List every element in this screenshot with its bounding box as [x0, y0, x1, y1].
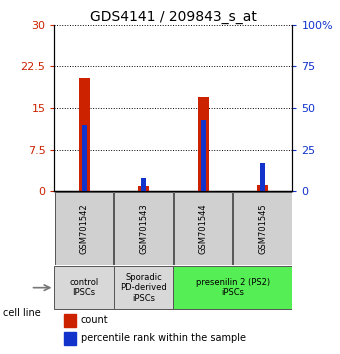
Bar — [141, 178, 146, 192]
Text: GSM701545: GSM701545 — [258, 203, 267, 254]
Bar — [82, 125, 86, 192]
Text: GSM701543: GSM701543 — [139, 203, 148, 254]
Text: presenilin 2 (PS2)
iPSCs: presenilin 2 (PS2) iPSCs — [196, 278, 270, 297]
Title: GDS4141 / 209843_s_at: GDS4141 / 209843_s_at — [90, 10, 257, 24]
Bar — [257, 185, 268, 192]
Text: cell line: cell line — [3, 308, 41, 318]
Bar — [198, 97, 208, 192]
Text: Sporadic
PD-derived
iPSCs: Sporadic PD-derived iPSCs — [120, 273, 167, 303]
Bar — [201, 120, 205, 192]
FancyBboxPatch shape — [234, 192, 292, 265]
Text: percentile rank within the sample: percentile rank within the sample — [81, 333, 245, 343]
FancyBboxPatch shape — [173, 266, 292, 309]
Text: GSM701542: GSM701542 — [80, 203, 89, 254]
FancyBboxPatch shape — [114, 266, 173, 309]
Bar — [260, 163, 265, 192]
Text: count: count — [81, 315, 108, 325]
FancyBboxPatch shape — [55, 192, 113, 265]
FancyBboxPatch shape — [174, 192, 232, 265]
Text: control
IPSCs: control IPSCs — [69, 278, 99, 297]
Bar — [79, 78, 89, 192]
Text: GSM701544: GSM701544 — [199, 203, 208, 254]
FancyBboxPatch shape — [115, 192, 173, 265]
Bar — [64, 332, 76, 345]
Bar — [138, 186, 149, 192]
Bar — [64, 314, 76, 326]
FancyBboxPatch shape — [54, 266, 114, 309]
